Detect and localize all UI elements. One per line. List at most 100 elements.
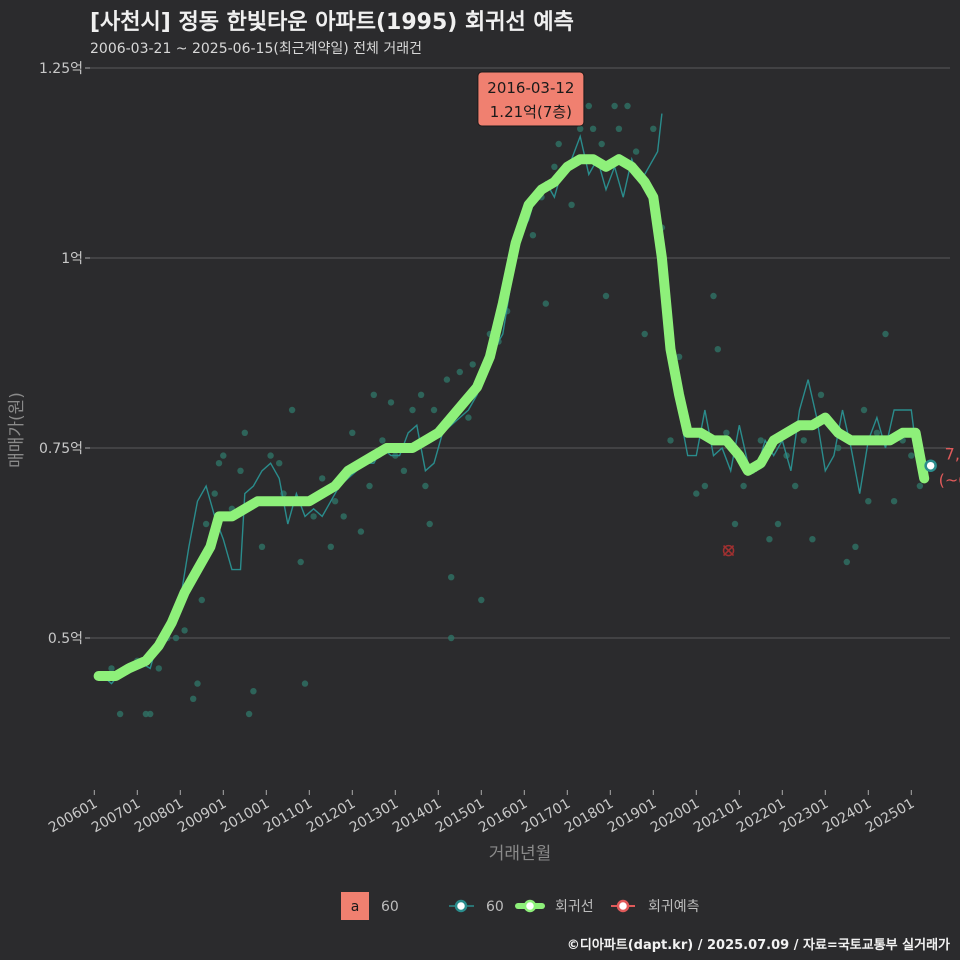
last-point-marker <box>924 459 937 472</box>
data-point <box>237 467 244 474</box>
y-axis-title: 매매가(원) <box>7 392 27 468</box>
data-point <box>370 391 377 398</box>
data-point <box>155 665 162 672</box>
data-point <box>800 437 807 444</box>
y-tick-label: 0.5억 <box>48 631 83 647</box>
grid-lines <box>90 67 950 639</box>
data-point <box>465 414 472 421</box>
x-tick-label: 200601 <box>46 796 100 837</box>
data-point <box>890 498 898 505</box>
legend-line-60-marker <box>454 899 468 913</box>
data-point <box>301 680 309 687</box>
x-tick-label: 202201 <box>734 796 788 837</box>
data-point <box>632 148 640 155</box>
data-point <box>417 391 425 398</box>
data-point <box>624 102 631 110</box>
data-point <box>469 361 476 368</box>
data-point <box>319 475 326 482</box>
y-tick-label: 1억 <box>61 251 83 267</box>
data-point <box>542 300 549 307</box>
legend-label-a: 60 <box>381 899 399 915</box>
x-tick-label: 202401 <box>820 796 874 837</box>
data-point <box>297 558 304 566</box>
data-point <box>641 330 648 338</box>
prediction-point-cross <box>722 545 735 557</box>
y-tick-label: 0.75억 <box>39 441 83 457</box>
data-point <box>615 125 623 132</box>
x-tick-label: 201201 <box>304 796 358 837</box>
data-point <box>693 490 700 497</box>
data-point <box>349 429 356 436</box>
data-point <box>409 406 416 414</box>
x-tick-label: 201801 <box>562 796 616 837</box>
x-axis-title: 거래년월 <box>489 844 552 864</box>
data-point <box>116 710 124 718</box>
x-tick-label: 200701 <box>89 796 143 837</box>
y-tick-label: 1.25억 <box>39 61 83 77</box>
legend-label-regression: 회귀선 <box>555 899 594 915</box>
data-point <box>555 140 562 148</box>
data-point <box>276 460 283 467</box>
data-point <box>194 680 201 687</box>
x-tick-label: 202301 <box>777 796 831 837</box>
data-point <box>331 498 339 505</box>
data-point <box>667 437 674 444</box>
data-point <box>714 346 721 353</box>
x-tick-label: 202101 <box>691 796 745 837</box>
regression-line <box>93 154 930 681</box>
data-point <box>908 452 915 459</box>
data-point <box>147 710 154 718</box>
data-point <box>852 543 859 550</box>
data-point <box>792 482 799 490</box>
data-point <box>589 125 597 132</box>
data-point <box>448 574 455 581</box>
series-line-60 <box>102 113 921 685</box>
source-caption: ©디아파트(dapt.kr) / 2025.07.09 / 자료=국토교통부 실… <box>566 938 950 953</box>
data-point <box>650 125 657 132</box>
x-tick-label: 202501 <box>863 796 917 837</box>
data-point <box>181 627 188 634</box>
data-point <box>430 406 438 414</box>
data-point <box>172 634 180 642</box>
legend-label-prediction: 회귀예측 <box>648 899 700 915</box>
data-point <box>731 520 739 528</box>
prediction-point-ring <box>722 544 735 557</box>
annotation-value: 1.21억(7층) <box>490 103 572 121</box>
data-point <box>873 429 881 436</box>
data-point <box>740 482 747 490</box>
data-point <box>865 498 872 505</box>
data-point <box>611 102 618 110</box>
legend: a 60 60 회귀선 회귀예측 <box>341 892 700 920</box>
legend-key-a <box>341 892 369 920</box>
data-point <box>551 163 558 170</box>
data-point <box>400 467 408 474</box>
data-point <box>602 292 610 300</box>
data-point <box>267 452 274 459</box>
data-point <box>766 536 773 543</box>
data-point <box>456 368 463 376</box>
data-point <box>220 452 227 459</box>
data-point <box>585 102 592 110</box>
data-point <box>568 201 575 208</box>
x-tick-label: 201301 <box>347 796 401 837</box>
data-point <box>108 665 115 672</box>
data-point <box>211 490 218 497</box>
legend-key-a-letter: a <box>351 899 360 915</box>
data-point <box>860 406 868 414</box>
data-point <box>258 543 266 550</box>
x-tick-label: 201401 <box>390 796 444 837</box>
data-point <box>757 437 764 444</box>
legend-regression-marker <box>523 899 537 913</box>
data-point <box>198 596 205 604</box>
data-point <box>190 695 197 702</box>
data-point <box>809 536 816 543</box>
data-point <box>675 353 683 360</box>
x-tick-label: 201001 <box>218 796 272 837</box>
x-tick-label: 201701 <box>519 796 573 837</box>
data-point <box>701 482 709 490</box>
data-point <box>202 520 210 528</box>
series-lines <box>93 113 930 685</box>
data-point <box>387 399 395 406</box>
last-area-label: (~60㎡) <box>939 471 960 490</box>
